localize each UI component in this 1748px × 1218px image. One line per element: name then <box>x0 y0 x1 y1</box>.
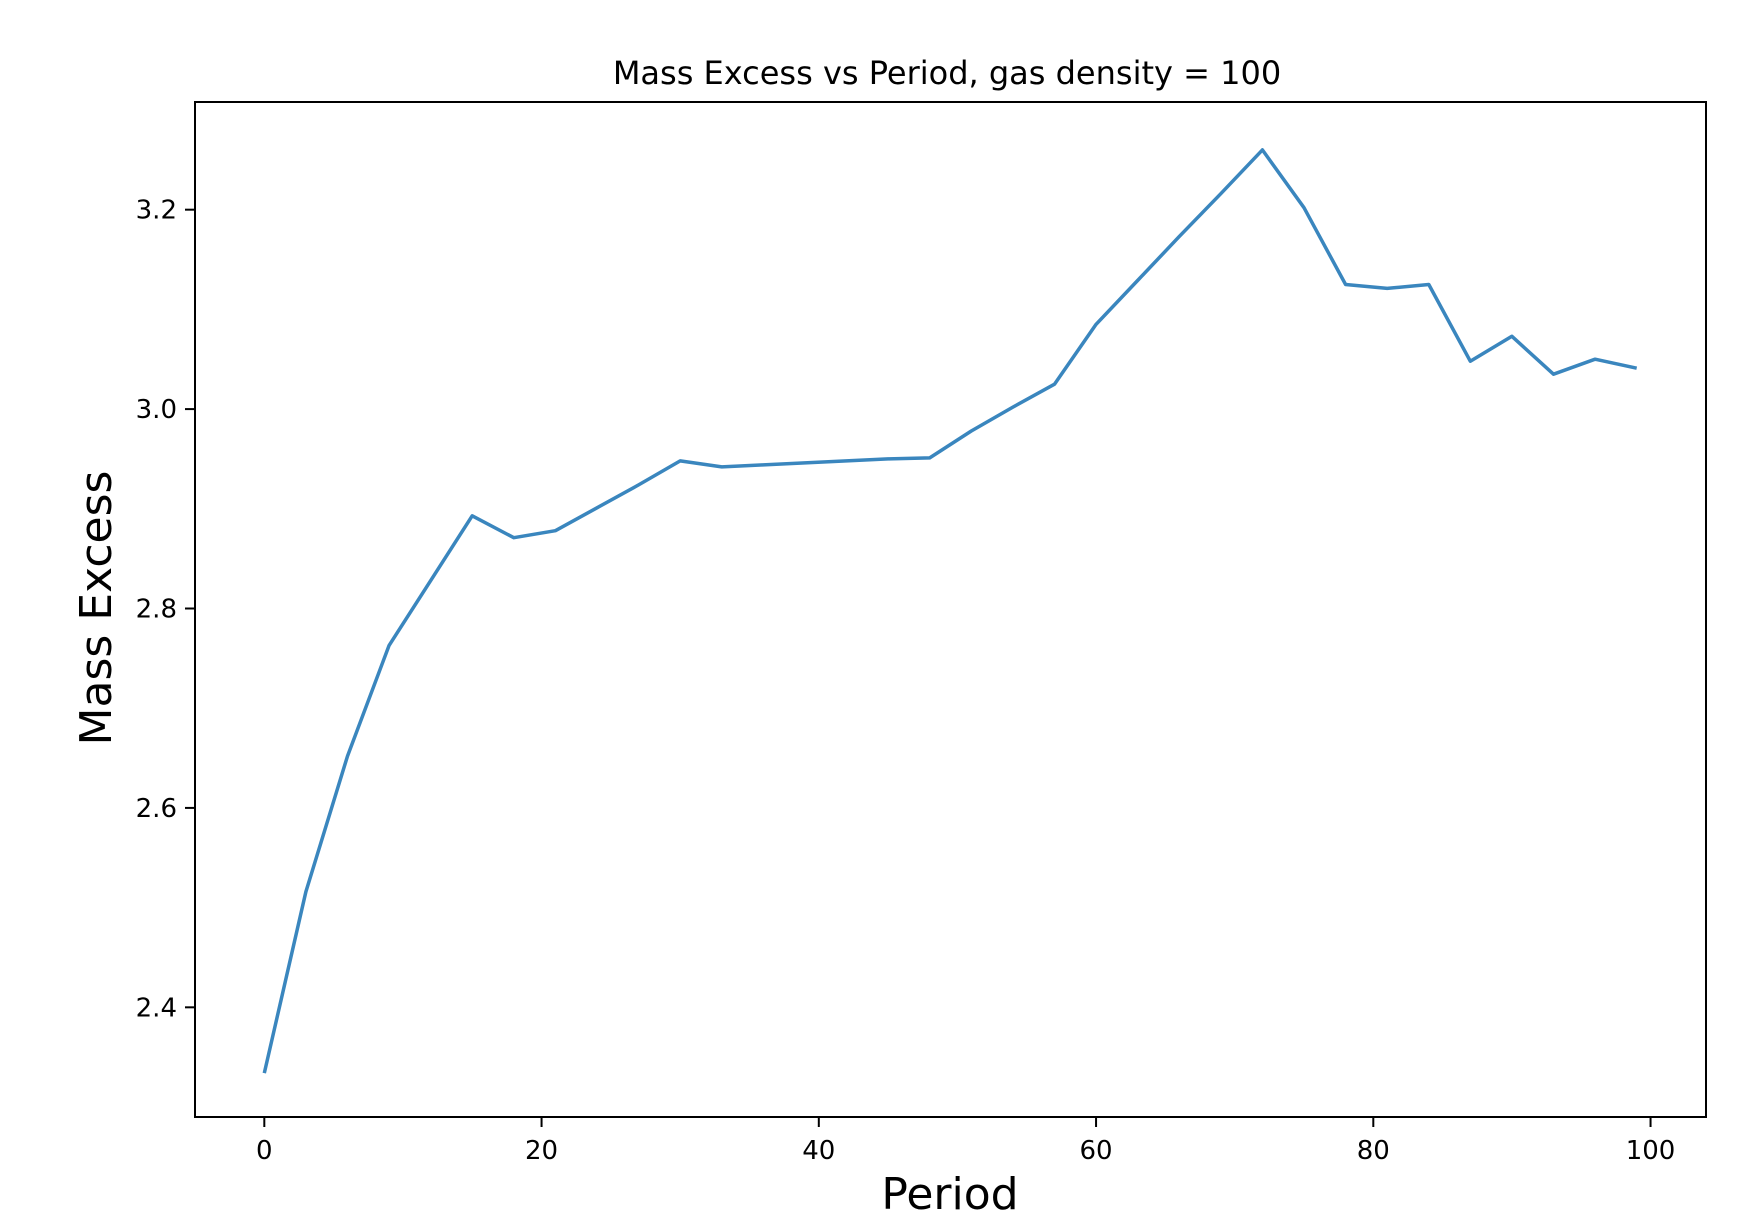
x-axis-label: Period <box>881 1169 1018 1218</box>
x-tick-label: 100 <box>1626 1136 1676 1166</box>
x-tick-label: 40 <box>802 1136 835 1166</box>
y-tick-label: 3.0 <box>136 395 177 425</box>
y-tick-label: 2.4 <box>136 993 177 1023</box>
series-line <box>262 148 1638 1074</box>
y-tick-label: 2.6 <box>136 794 177 824</box>
y-axis-label: Mass Excess <box>71 471 122 746</box>
y-axis: 2.4 2.6 2.8 3.0 3.2 <box>136 196 195 1023</box>
x-tick-label: 80 <box>1357 1136 1390 1166</box>
y-tick-label: 3.2 <box>136 196 177 226</box>
x-axis: 0 20 40 60 80 100 <box>256 1117 1675 1166</box>
x-tick-label: 0 <box>256 1136 273 1166</box>
x-tick-label: 20 <box>525 1136 558 1166</box>
chart-title: Mass Excess vs Period, gas density = 100 <box>613 54 1281 92</box>
x-tick-label: 60 <box>1080 1136 1113 1166</box>
y-tick-label: 2.8 <box>136 595 177 625</box>
series-layer <box>262 148 1638 1074</box>
